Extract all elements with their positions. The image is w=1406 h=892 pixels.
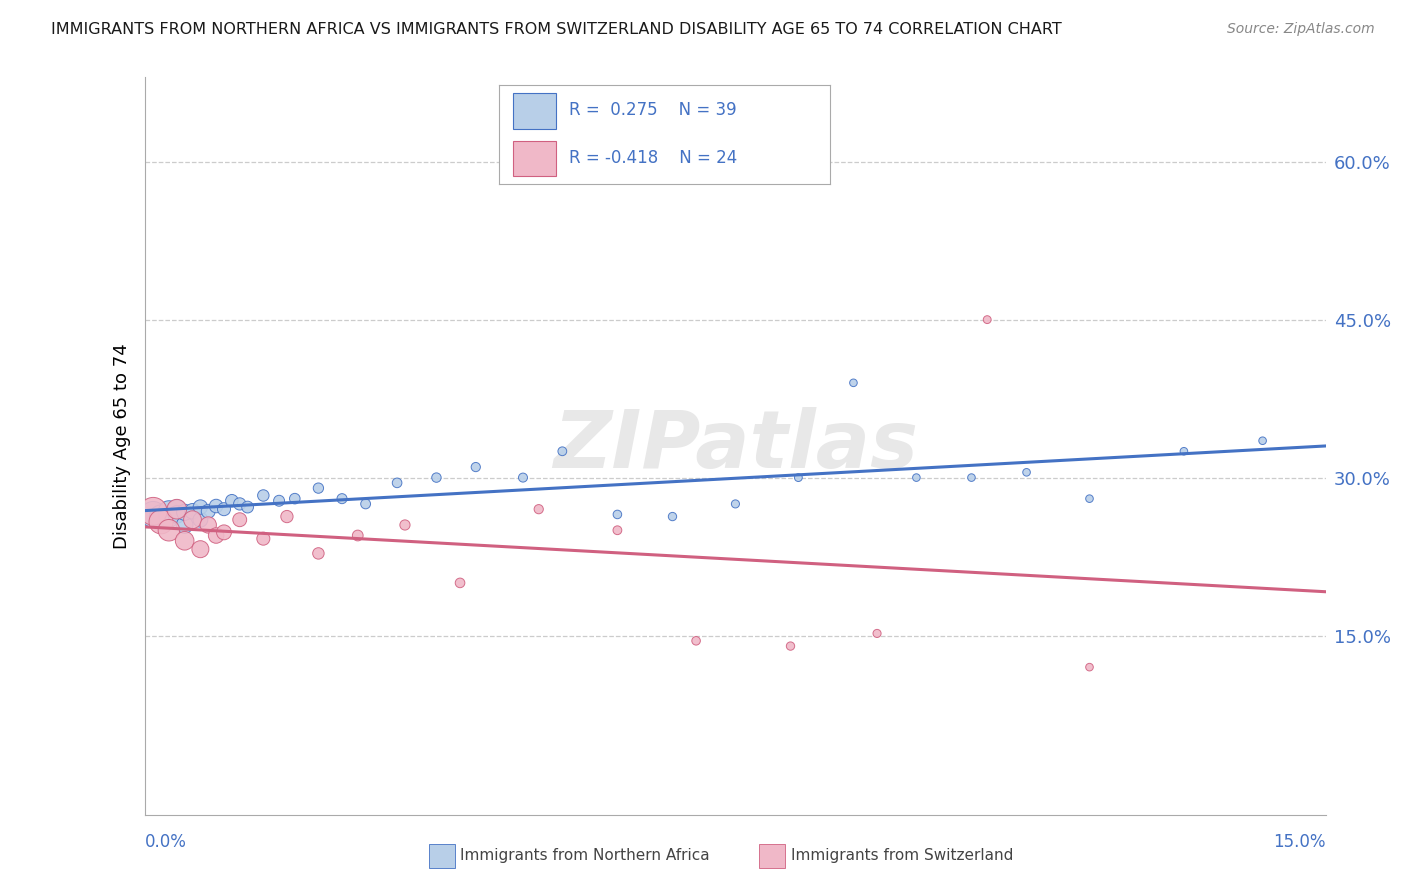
Point <box>551 444 574 458</box>
Point <box>330 491 353 506</box>
Point <box>181 513 204 527</box>
Bar <box>759 844 785 868</box>
Point <box>157 523 180 537</box>
Point <box>166 502 188 516</box>
Point <box>229 513 252 527</box>
Point <box>1173 444 1195 458</box>
Point <box>866 626 889 640</box>
Point <box>394 518 416 533</box>
Point <box>157 510 180 524</box>
Point <box>190 542 212 557</box>
Point <box>205 528 228 542</box>
Point <box>449 575 471 590</box>
Point <box>787 470 810 484</box>
Point <box>252 488 274 502</box>
Point <box>157 504 180 518</box>
Text: Source: ZipAtlas.com: Source: ZipAtlas.com <box>1227 22 1375 37</box>
Point <box>284 491 307 506</box>
Text: ZIPatlas: ZIPatlas <box>553 407 918 485</box>
Text: Immigrants from Switzerland: Immigrants from Switzerland <box>792 847 1014 863</box>
Point <box>685 633 707 648</box>
Point <box>197 518 219 533</box>
Point <box>464 460 486 475</box>
Point <box>779 639 801 653</box>
Point <box>661 509 683 524</box>
Point <box>425 470 447 484</box>
Point <box>142 504 165 518</box>
Text: 0.0%: 0.0% <box>145 833 187 851</box>
Bar <box>429 844 454 868</box>
Point <box>1015 466 1038 480</box>
Point <box>276 509 298 524</box>
Point <box>905 470 928 484</box>
Point <box>252 532 274 546</box>
Point <box>150 509 173 524</box>
Point <box>173 518 195 533</box>
Point <box>354 497 377 511</box>
Point <box>173 533 195 548</box>
Point <box>1078 491 1101 506</box>
Text: 15.0%: 15.0% <box>1272 833 1326 851</box>
Text: Immigrants from Northern Africa: Immigrants from Northern Africa <box>460 847 710 863</box>
Point <box>606 523 628 537</box>
Point <box>221 493 243 508</box>
Point <box>166 502 188 516</box>
Point <box>197 504 219 518</box>
Point <box>976 312 998 326</box>
Point <box>1078 660 1101 674</box>
Text: IMMIGRANTS FROM NORTHERN AFRICA VS IMMIGRANTS FROM SWITZERLAND DISABILITY AGE 65: IMMIGRANTS FROM NORTHERN AFRICA VS IMMIG… <box>51 22 1062 37</box>
Point <box>267 493 290 508</box>
Point <box>606 508 628 522</box>
Point <box>181 504 204 518</box>
Point <box>212 502 235 516</box>
Point <box>307 481 329 495</box>
Point <box>173 505 195 519</box>
Y-axis label: Disability Age 65 to 74: Disability Age 65 to 74 <box>114 343 131 549</box>
Point <box>229 497 252 511</box>
Point <box>212 525 235 540</box>
Point <box>842 376 865 390</box>
Point <box>150 515 173 529</box>
Point <box>960 470 983 484</box>
Point <box>166 508 188 522</box>
Point <box>142 508 165 522</box>
Point <box>724 497 747 511</box>
Point <box>1251 434 1274 448</box>
Point <box>527 502 550 516</box>
Point <box>236 500 259 514</box>
Point <box>190 513 212 527</box>
Point <box>307 546 329 560</box>
Point <box>205 499 228 513</box>
Point <box>385 475 408 490</box>
Point <box>512 470 534 484</box>
Point <box>346 528 368 542</box>
Point <box>190 500 212 514</box>
